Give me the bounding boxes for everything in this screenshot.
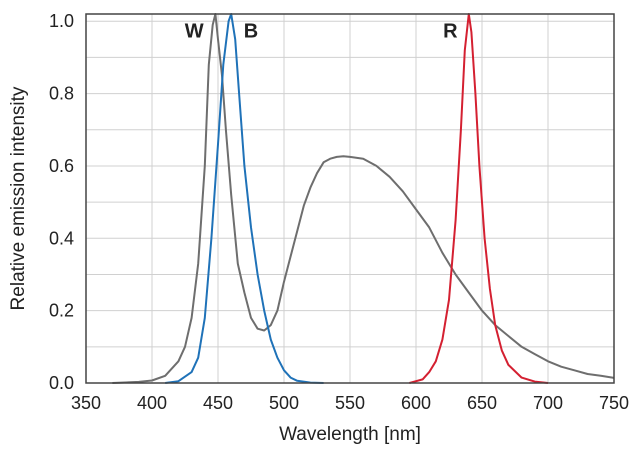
peak-label-w: W — [185, 21, 204, 43]
x-tick-label: 500 — [269, 393, 299, 413]
y-tick-label: 0.4 — [49, 228, 74, 248]
series-curves — [112, 13, 615, 384]
plot-frame — [85, 13, 615, 384]
x-axis-title: Wavelength [nm] — [279, 424, 421, 445]
series-line-b — [165, 13, 324, 384]
y-tick-label: 0.2 — [49, 301, 74, 321]
x-tick-label: 700 — [533, 393, 563, 413]
series-line-w — [112, 13, 615, 384]
y-tick-label: 0.0 — [49, 373, 74, 393]
x-tick-label: 550 — [335, 393, 365, 413]
x-tick-label: 350 — [71, 393, 101, 413]
grid-lines — [86, 14, 614, 383]
x-tick-label: 750 — [599, 393, 629, 413]
x-tick-label: 600 — [401, 393, 431, 413]
y-tick-label: 1.0 — [49, 11, 74, 31]
peak-label-b: B — [244, 21, 258, 43]
peak-label-r: R — [443, 21, 458, 43]
y-axis-ticks: 0.0 0.2 0.4 0.6 0.8 1.0 — [49, 11, 74, 393]
x-tick-label: 650 — [467, 393, 497, 413]
y-tick-label: 0.8 — [49, 84, 74, 104]
series-line-r — [409, 13, 549, 384]
y-tick-label: 0.6 — [49, 156, 74, 176]
x-axis-ticks: 350 400 450 500 550 600 650 700 750 — [71, 393, 629, 413]
x-tick-label: 400 — [137, 393, 167, 413]
x-tick-label: 450 — [203, 393, 233, 413]
y-axis-title: Relative emission intensity — [8, 86, 29, 310]
